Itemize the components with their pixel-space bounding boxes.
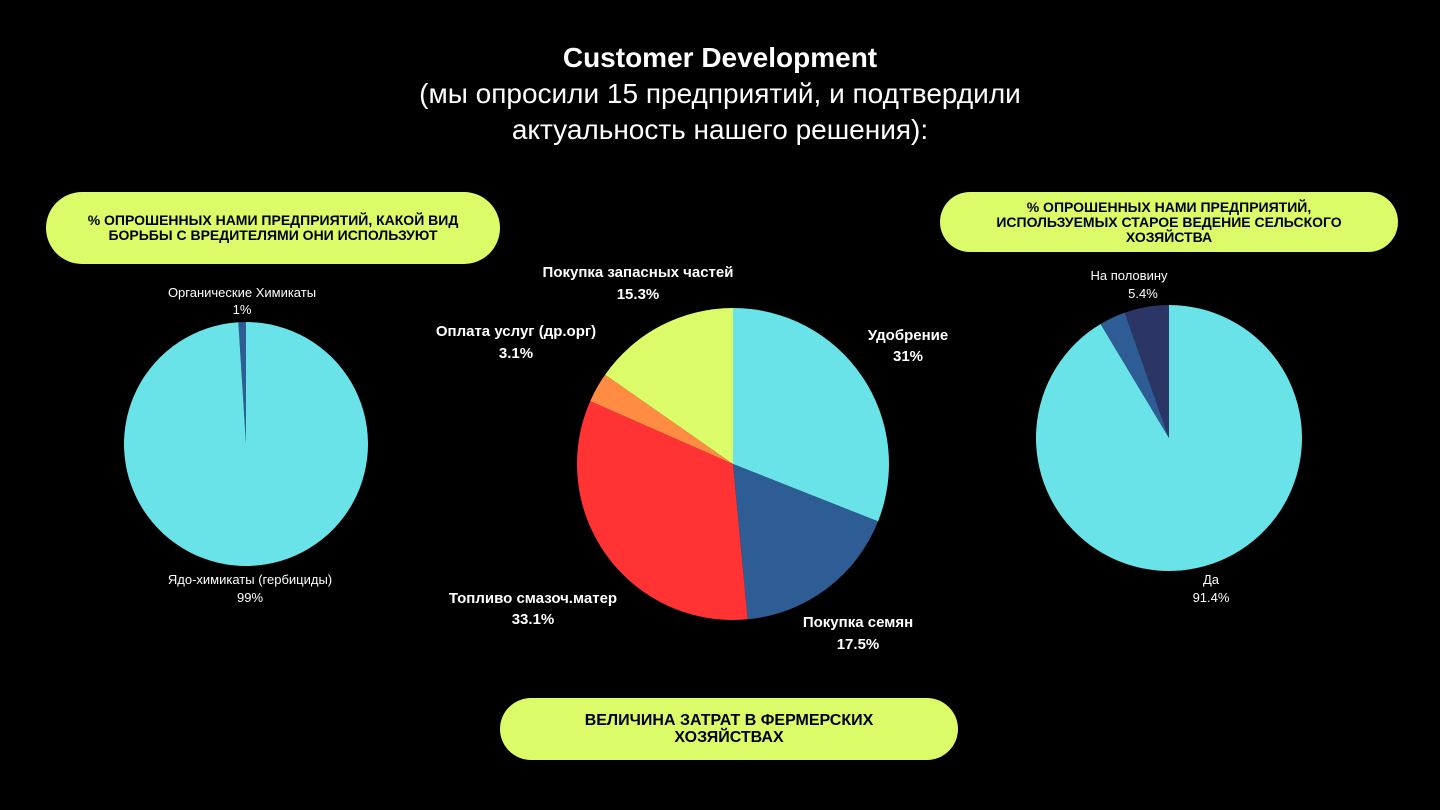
farm-costs-pie: Удобрение 31% Покупка семян 17.5% Топливо см… — [436, 264, 948, 653]
slice-value-organic: 1% — [233, 302, 252, 317]
slice-value-half: 5.4% — [1128, 286, 1158, 301]
page-subtitle: (мы опросили 15 предприятий, и подтверди… — [419, 78, 1021, 145]
slice-value-poison: 99% — [237, 590, 263, 605]
old-farming-caption-text: % опрошенных нами предприятий, используе… — [996, 198, 1342, 245]
slice-label-services: Оплата услуг (др.орг) — [436, 323, 596, 340]
pie-slice-2 — [577, 401, 748, 621]
slice-label-organic: Органические Химикаты — [168, 285, 316, 300]
slice-value-seeds: 17.5% — [837, 636, 880, 653]
pie-slice-1 — [733, 464, 879, 620]
slice-label-fertilizer: Удобрение — [868, 327, 948, 344]
slice-label-yes: Да — [1203, 572, 1220, 587]
slice-label-fuel: Топливо смазоч.матер — [449, 590, 617, 607]
page-title: Customer Development — [562, 42, 878, 73]
slice-value-parts: 15.3% — [617, 286, 660, 303]
title-block: Customer Development (мы опросили 15 пре… — [0, 40, 1440, 148]
pie-slice-0 — [733, 308, 889, 522]
old-farming-pie: На половину 5.4% Да 91.4% — [1036, 268, 1303, 605]
slice-label-seeds: Покупка семян — [803, 614, 913, 631]
slice-value-yes: 91.4% — [1193, 590, 1230, 605]
costs-caption: Величина затрат в фермерских хозяйствах — [500, 698, 958, 760]
slice-value-fertilizer: 31% — [893, 348, 923, 365]
pie-slice-0 — [238, 322, 246, 444]
pest-control-pie: Органические Химикаты 1% Ядо-химикаты (гер… — [124, 285, 369, 605]
pie-slice-0 — [1036, 305, 1303, 571]
pest-control-caption-text: % опрошенных нами предприятий, какой вид… — [87, 212, 459, 243]
slice-label-parts: Покупка запасных частей — [543, 264, 734, 281]
pie-slice-1 — [1100, 312, 1169, 438]
pie-slice-2 — [1124, 305, 1169, 438]
slice-label-half: На половину — [1090, 268, 1168, 283]
pie-slice-3 — [590, 374, 733, 464]
costs-caption-text: Величина затрат в фермерских хозяйствах — [584, 712, 874, 746]
pie-slice-1 — [124, 322, 369, 566]
old-farming-caption: % опрошенных нами предприятий, используе… — [940, 192, 1398, 252]
slice-value-fuel: 33.1% — [512, 611, 555, 628]
pest-control-caption: % опрошенных нами предприятий, какой вид… — [46, 192, 500, 264]
pie-slice-4 — [605, 308, 733, 464]
slice-label-poison: Ядо-химикаты (гербициды) — [168, 572, 332, 587]
slice-value-services: 3.1% — [499, 345, 533, 362]
